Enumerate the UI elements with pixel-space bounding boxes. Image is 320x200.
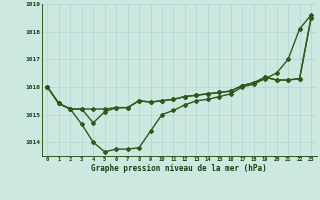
X-axis label: Graphe pression niveau de la mer (hPa): Graphe pression niveau de la mer (hPa) [91,164,267,173]
